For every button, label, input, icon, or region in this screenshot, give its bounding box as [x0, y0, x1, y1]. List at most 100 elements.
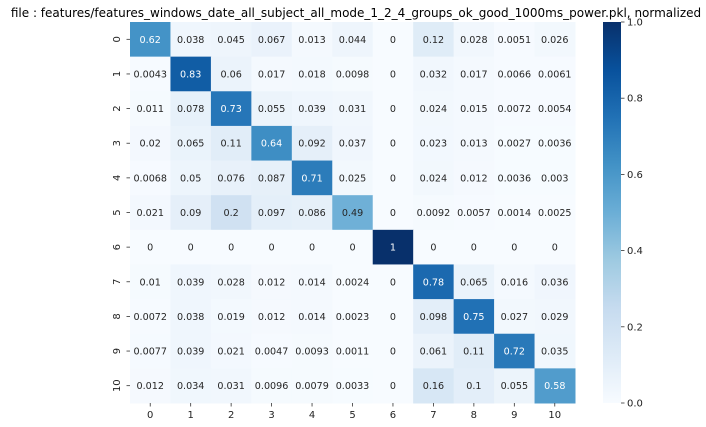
cell-value-label: 0.0014: [498, 208, 532, 219]
heatmap-cell-r10-c9: [494, 368, 536, 404]
heatmap-cell-r6-c8: [453, 229, 495, 265]
cell-value-label: 0.0036: [498, 173, 532, 184]
cell-value-label: 0.2: [224, 208, 239, 219]
cell-value-label: 0.0093: [295, 347, 329, 358]
heatmap-cell-r0-c4: [291, 22, 333, 58]
heatmap-cell-r10-c3: [251, 368, 293, 404]
cell-value-label: 0.024: [420, 173, 447, 184]
heatmap-cell-r10-c10: [534, 368, 576, 404]
heatmap-cell-r9-c10: [534, 333, 576, 369]
y-tick-label: 9: [112, 348, 123, 354]
heatmap-cell-r9-c6: [372, 333, 414, 369]
cell-value-label: 0: [390, 381, 396, 392]
cell-value-label: 0: [228, 243, 234, 254]
colorbar-tick-label: 0.2: [627, 322, 643, 333]
heatmap-cell-r0-c2: [210, 22, 252, 58]
y-tick-label: 5: [112, 209, 123, 215]
cell-value-label: 0.065: [177, 139, 204, 150]
cell-value-label: 0.0011: [336, 347, 370, 358]
heatmap-cell-r8-c10: [534, 299, 576, 335]
heatmap-cell-r7-c2: [210, 264, 252, 300]
heatmap-cell-r0-c0: [130, 22, 171, 58]
heatmap-cell-r2-c0: [130, 91, 171, 127]
heatmap-cell-r5-c5: [332, 195, 374, 231]
cell-value-label: 0.02: [140, 139, 161, 150]
heatmap-cell-r9-c7: [413, 333, 455, 369]
cell-value-label: 0.0072: [498, 104, 532, 115]
heatmap-cell-r4-c6: [372, 160, 414, 196]
cell-value-label: 0.0092: [417, 208, 451, 219]
heatmap-cell-r7-c1: [170, 264, 212, 300]
cell-value-label: 0.044: [339, 35, 366, 46]
heatmap-cell-r0-c8: [453, 22, 495, 58]
cell-value-label: 0.032: [420, 69, 447, 80]
y-tick-label: 1: [112, 71, 123, 77]
heatmap-cell-r0-c9: [494, 22, 536, 58]
cell-value-label: 0.038: [177, 35, 204, 46]
cell-value-label: 0.029: [541, 312, 568, 323]
heatmap-cell-r6-c4: [291, 229, 333, 265]
heatmap-cell-r8-c7: [413, 299, 455, 335]
cell-value-label: 0.73: [220, 104, 241, 115]
heatmap-cell-r1-c5: [332, 56, 374, 92]
cell-value-label: 0.061: [420, 347, 447, 358]
cell-value-label: 0.83: [180, 69, 201, 80]
heatmap-cell-r2-c5: [332, 91, 374, 127]
cell-value-label: 0.078: [177, 104, 204, 115]
cell-value-label: 0: [511, 243, 517, 254]
heatmap-cell-r1-c3: [251, 56, 293, 92]
y-tick-label: 7: [112, 279, 123, 285]
cell-value-label: 0.021: [136, 208, 163, 219]
heatmap-cell-r1-c2: [210, 56, 252, 92]
x-tick-label: 10: [548, 410, 561, 421]
heatmap-cell-r5-c6: [372, 195, 414, 231]
cell-value-label: 0: [390, 208, 396, 219]
cell-value-label: 0: [471, 243, 477, 254]
cell-value-label: 0.58: [544, 381, 565, 392]
cell-value-label: 0.05: [180, 173, 201, 184]
y-tick-label: 4: [112, 175, 123, 181]
cell-value-label: 0.021: [217, 347, 244, 358]
x-tick-label: 0: [147, 410, 153, 421]
heatmap-cell-r8-c8: [453, 299, 495, 335]
x-tick-label: 2: [228, 410, 234, 421]
heatmap-cell-r5-c4: [291, 195, 333, 231]
heatmap-cell-r9-c9: [494, 333, 536, 369]
heatmap-cell-r5-c8: [453, 195, 495, 231]
heatmap-cell-r2-c4: [291, 91, 333, 127]
cell-value-label: 0.01: [140, 277, 161, 288]
heatmap-cell-r3-c2: [210, 125, 252, 162]
y-tick-label: 8: [112, 313, 123, 319]
cell-value-label: 0.09: [180, 208, 201, 219]
cell-value-label: 0: [390, 347, 396, 358]
cell-value-label: 0.028: [460, 35, 487, 46]
heatmap-cell-r9-c3: [251, 333, 293, 369]
heatmap-cell-r3-c10: [534, 125, 576, 162]
heatmap-cell-r6-c5: [332, 229, 374, 265]
heatmap-cell-r8-c5: [332, 299, 374, 335]
heatmap-cell-r3-c4: [291, 125, 333, 162]
cell-value-label: 0.71: [301, 173, 322, 184]
heatmap-cell-r8-c6: [372, 299, 414, 335]
heatmap-cell-r1-c4: [291, 56, 333, 92]
cell-value-label: 0.019: [217, 312, 244, 323]
heatmap-cell-r4-c7: [413, 160, 455, 196]
cell-value-label: 0.0033: [336, 381, 370, 392]
x-tick-label: 5: [349, 410, 355, 421]
cell-value-label: 0.026: [541, 35, 568, 46]
heatmap-cell-r6-c2: [210, 229, 252, 265]
heatmap-cell-r4-c0: [130, 160, 171, 196]
cell-value-label: 0.087: [258, 173, 285, 184]
heatmap-cell-r2-c9: [494, 91, 536, 127]
heatmap-cell-r7-c0: [130, 264, 171, 300]
cell-value-label: 0.012: [258, 312, 285, 323]
heatmap-cell-r9-c8: [453, 333, 495, 369]
cell-value-label: 0.086: [298, 208, 325, 219]
cell-value-label: 0.031: [339, 104, 366, 115]
heatmap-cell-r8-c3: [251, 299, 293, 335]
heatmap-cell-r0-c7: [413, 22, 455, 58]
cell-value-label: 0.027: [501, 312, 528, 323]
heatmap-cell-r4-c2: [210, 160, 252, 196]
heatmap-cell-r1-c1: [170, 56, 212, 92]
colorbar: 0.0 0.2 0.4 0.6 0.8 1.0: [603, 18, 643, 410]
